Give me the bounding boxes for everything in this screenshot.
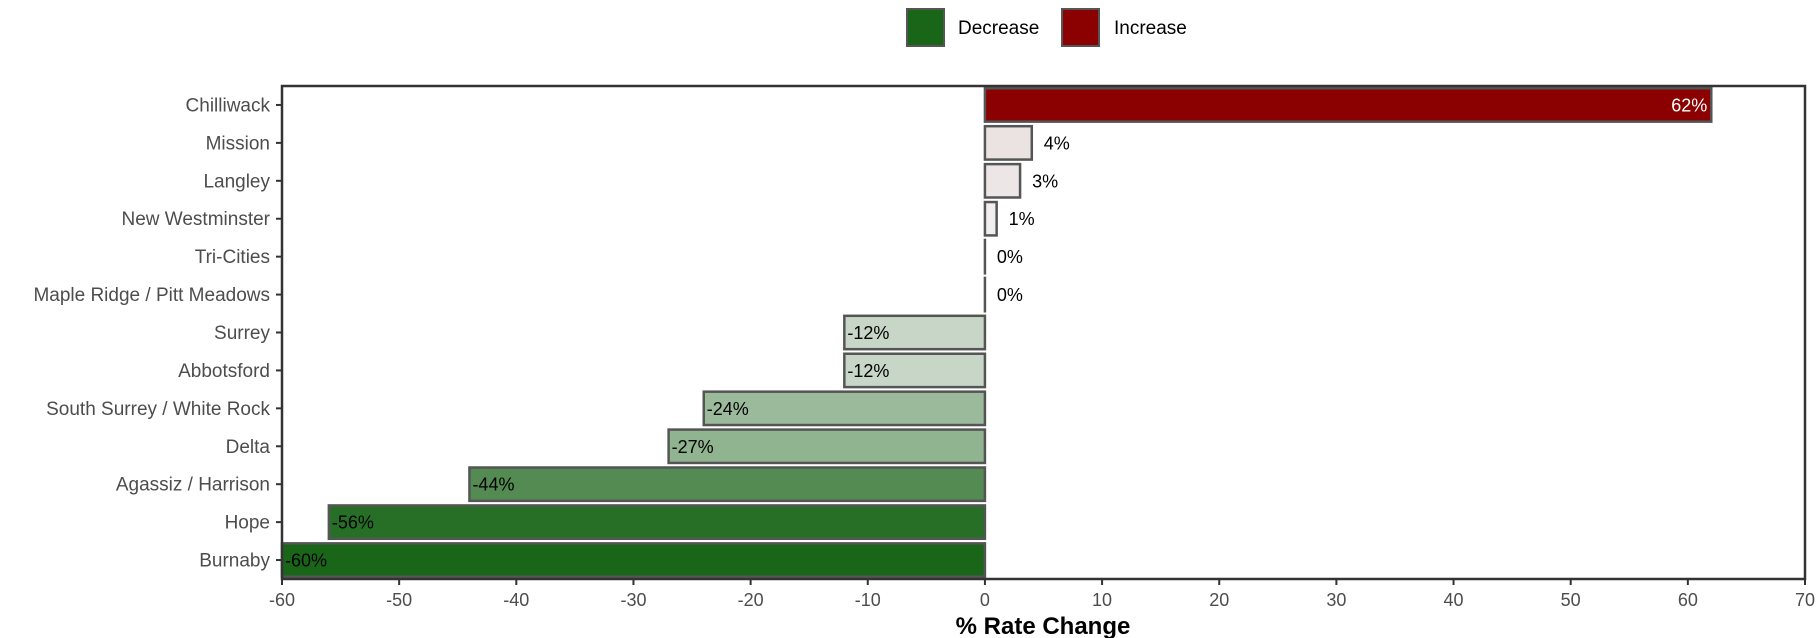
x-tick-label: 40 [1444,590,1464,610]
data-label: 62% [1671,95,1707,115]
category-label: Chilliwack [186,95,271,116]
category-label: Burnaby [199,551,270,572]
bar-9 [667,428,987,465]
category-label: Mission [206,133,270,154]
legend-label-increase: Increase [1114,18,1187,39]
x-tick-label: 60 [1678,590,1698,610]
x-tick-label: 10 [1092,590,1112,610]
bar-6 [843,314,987,351]
legend-swatch-decrease [906,8,945,47]
category-label: Langley [203,171,270,192]
bar-11 [327,504,987,541]
category-label: Hope [225,513,270,534]
plot-border [280,84,1807,581]
data-label: 1% [1009,209,1035,229]
bar-3 [983,200,998,237]
bar-2 [983,162,1022,199]
category-label: Surrey [214,323,270,344]
x-tick-label: 0 [980,590,990,610]
category-label: Abbotsford [178,361,270,382]
data-label: -27% [672,437,714,457]
data-label: -24% [707,399,749,419]
data-label: -12% [847,361,889,381]
bar-1 [983,124,1034,161]
x-tick-label: -20 [738,590,764,610]
category-label: South Surrey / White Rock [46,399,270,420]
data-label: -60% [285,551,327,571]
x-tick-label: 30 [1326,590,1346,610]
x-tick-label: 20 [1209,590,1229,610]
bar-8 [702,390,987,427]
plot-area: Chilliwack 62% Mission 4% Langley 3% New Westm… [33,84,1815,610]
x-tick-label: -30 [620,590,646,610]
data-label: 0% [997,247,1023,267]
bar-10 [468,466,987,503]
data-label: 3% [1032,171,1058,191]
category-label: Agassiz / Harrison [116,475,270,496]
x-tick-label: -40 [503,590,529,610]
category-label: Delta [226,437,271,458]
bar-0 [983,87,1713,123]
data-label: -44% [472,475,514,495]
legend: Decrease Increase [906,8,1187,47]
x-tick-label: -50 [386,590,412,610]
x-tick-label: -10 [855,590,881,610]
x-axis-title: % Rate Change [956,613,1131,638]
category-label: Maple Ridge / Pitt Meadows [33,285,270,306]
data-label: 4% [1044,133,1070,153]
x-tick-label: 50 [1561,590,1581,610]
x-tick-label: -60 [269,590,295,610]
data-label: -12% [847,323,889,343]
category-label: Tri-Cities [195,247,270,268]
data-label: -56% [332,513,374,533]
bar-7 [843,352,987,389]
category-label: New Westminster [121,209,270,230]
bar-12 [280,542,987,578]
data-label: 0% [997,285,1023,305]
legend-swatch-increase [1061,8,1100,47]
x-tick-label: 70 [1795,590,1815,610]
legend-label-decrease: Decrease [958,18,1039,39]
